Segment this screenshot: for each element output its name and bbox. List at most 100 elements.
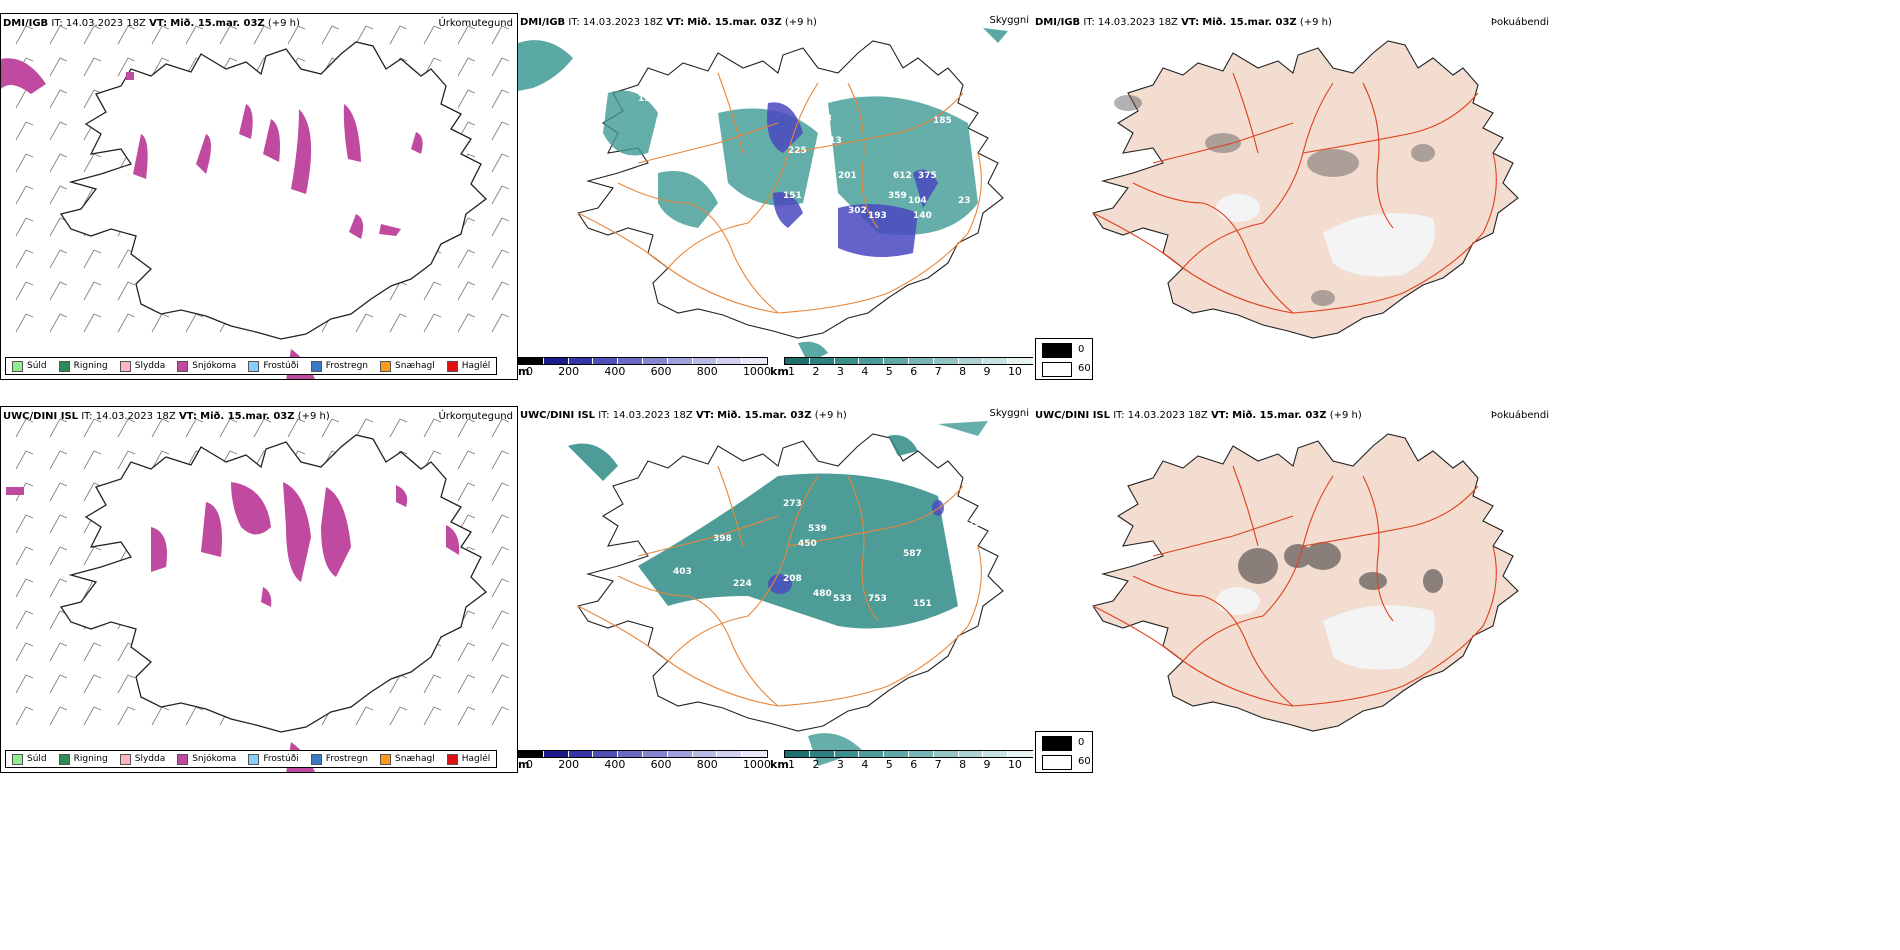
colorbar-tick: 2 [812,758,820,771]
wind-barb [15,578,34,598]
colorbar-segment [785,358,810,364]
wind-barb [49,642,68,662]
wind-barb [389,418,408,438]
legend-item-drizzle: Súld [12,360,47,372]
vt-value: Mið. 15.mar. 03Z [1202,17,1297,28]
vt-value: Mið. 15.mar. 03Z [200,411,295,422]
it-label: IT: [1113,410,1125,421]
vis-peak-label: 157 [638,94,657,104]
panel-header: DMI/IGB IT: 14.03.2023 18Z VT: Mið. 15.m… [520,17,817,28]
road-line [1362,82,1394,229]
iceland-outline [59,41,487,340]
ceiling-unit: m [518,758,530,771]
wind-barb [151,706,170,726]
colorbar-tick: 1 [788,758,795,771]
vis-peak-label: 208 [783,574,802,584]
wind-barb [491,57,510,77]
road-line [637,122,779,164]
wind-barb [185,25,204,45]
vis-panel-row1: DMI/IGB IT: 14.03.2023 18Z VT: Mið. 15.m… [518,13,1033,380]
vis-peak-label: 104 [908,196,927,206]
colorbar-segment [958,358,984,364]
vis-peak-label: 140 [913,211,932,221]
vis-peak-label: 153 [658,144,677,154]
road-line [1152,122,1294,164]
colorbar-tick: 400 [604,758,626,771]
vt-value: Mið. 15.mar. 03Z [1232,410,1327,421]
wind-barb [423,674,442,694]
vis-peak-label: 151 [913,599,932,609]
colorbar-tick: 600 [650,758,672,771]
lead-time: (+9 h) [814,410,847,421]
legend-swatch [177,753,189,765]
wind-barb [49,514,68,534]
panel-header: UWC/DINI ISL IT: 14.03.2023 18Z VT: Mið.… [1035,410,1362,421]
legend-item-drizzle: Súld [12,753,47,765]
colorbar-segment [908,751,934,757]
legend-swatch [12,360,23,372]
wind-barb [117,674,136,694]
wind-barb [49,185,68,205]
vis-map: 273 539 450 398 403 224 208 480 533 753 587 151 23 12… [568,421,1004,766]
wind-barb [15,25,34,45]
wind-barb [15,610,34,630]
colorbar-segment [568,751,594,757]
fog-panel-row1: DMI/IGB IT: 14.03.2023 18Z VT: Mið. 15.m… [1033,13,1553,380]
wind-barb [49,25,68,45]
colorbar-segment [785,751,810,757]
model-name: DMI/IGB [1035,17,1081,28]
colorbar-tick: 3 [836,758,844,771]
panel-title: Þokuábendi [1490,410,1549,421]
road-line [1152,515,1294,557]
iceland-outline [1092,433,1519,732]
colorbar-tick: 1 [788,365,795,378]
roads [577,72,982,314]
vis-peak-label: 225 [788,146,807,156]
road-line [667,475,819,662]
fog-key-swatch-0 [1042,343,1072,358]
wind-barb [15,418,34,438]
wind-barb [423,281,442,301]
roads [577,465,982,707]
legend-swatch [310,360,322,372]
colorbar-tick: 3 [836,365,844,378]
road-line [1092,545,1497,707]
wind-barb [49,706,68,726]
wind-barb [49,57,68,77]
colorbar-segment [742,358,767,364]
colorbar-segment [742,751,767,757]
wind-barb [15,185,34,205]
fog-key-label-0: 0 [1078,344,1085,355]
wind-barb [457,674,476,694]
vis-peak-label: 302 [848,206,867,216]
vis-peak-label: 201 [838,171,857,181]
wind-barb [83,674,102,694]
lead-time: (+9 h) [1299,17,1332,28]
wind-barb [151,450,170,470]
panel-header: DMI/IGB IT: 14.03.2023 18Z VT: Mið. 15.m… [3,18,300,29]
wind-barb [117,418,136,438]
legend-item-snow: Snjókoma [177,753,236,765]
wind-barb [491,610,510,630]
colorbar-segment [618,358,643,364]
colorbar-tick: 0 [526,758,533,771]
legend-swatch [380,360,392,372]
vis-peak-label: 753 [868,594,887,604]
it-label: IT: [81,411,93,422]
wind-barb [83,546,102,566]
wind-barb [151,25,170,45]
wind-barb [491,706,510,726]
wind-barb [117,450,136,470]
legend-item-hail: Haglél [446,360,490,372]
road-line [1362,475,1394,622]
legend-swatch [119,360,131,372]
wind-barb [15,450,34,470]
vis-colorbar [784,357,1033,365]
colorbar-segment [859,358,885,364]
fog-key-swatch-60 [1042,362,1072,377]
legend-item-rain: Rigning [58,753,108,765]
wind-barb [491,25,510,45]
snow-areas [6,482,460,772]
legend-swatch [446,753,458,765]
